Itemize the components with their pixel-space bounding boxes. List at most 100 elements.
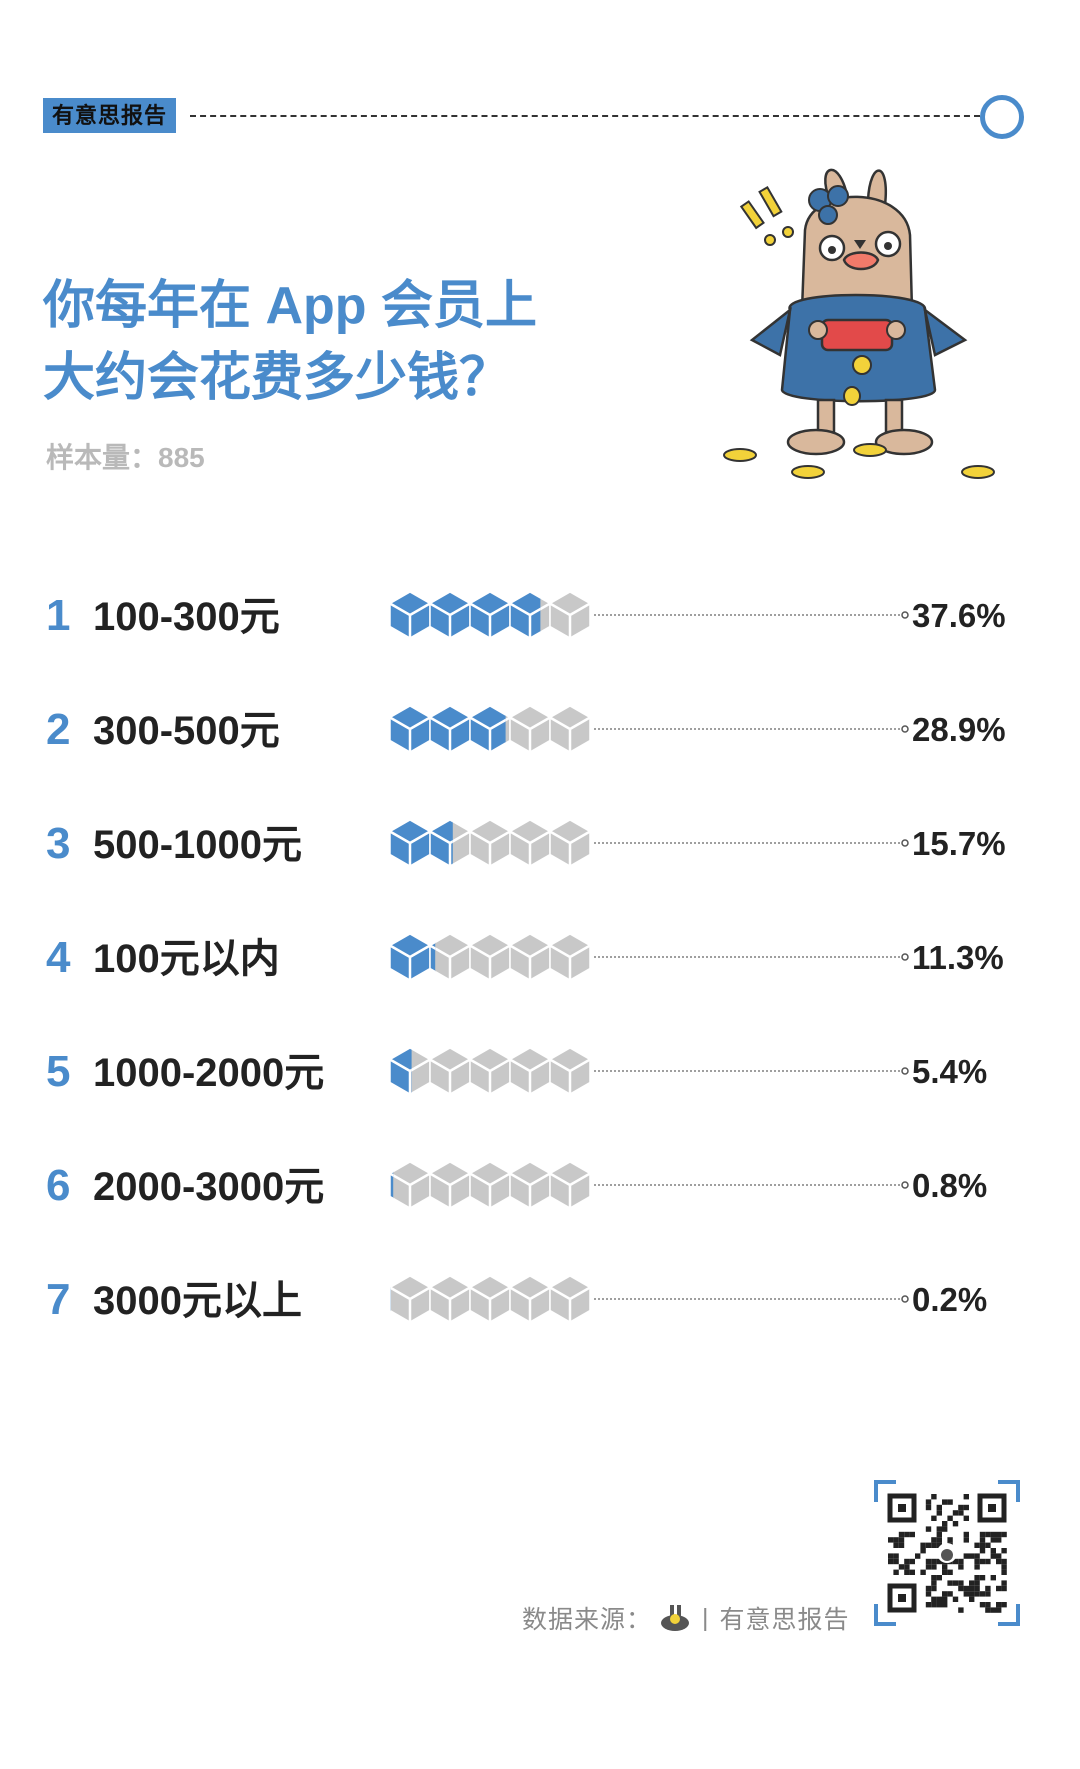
qr-module bbox=[952, 1521, 959, 1527]
leader-dot bbox=[901, 1181, 909, 1189]
qr-module bbox=[996, 1558, 1002, 1565]
cube-icon bbox=[389, 1275, 431, 1323]
category-label: 100-300元 bbox=[93, 595, 280, 639]
qr-module bbox=[985, 1531, 991, 1538]
qr-module bbox=[952, 1580, 959, 1586]
cube-icon bbox=[509, 1161, 551, 1209]
category-label: 3000元以上 bbox=[93, 1279, 302, 1323]
filled-icons bbox=[390, 705, 506, 753]
qr-code-icon[interactable] bbox=[874, 1480, 1020, 1626]
cube-icon bbox=[549, 933, 591, 981]
qr-module bbox=[963, 1537, 969, 1543]
chart-row: 2 300-500元 28.9% bbox=[46, 705, 1006, 754]
chart-row: 6 2000-3000元 0.8% bbox=[46, 1161, 987, 1210]
qr-module bbox=[958, 1504, 964, 1511]
qr-module bbox=[904, 1569, 910, 1575]
leader-dot bbox=[901, 725, 909, 733]
cube-icon bbox=[429, 1161, 471, 1209]
cube-icon bbox=[509, 1275, 551, 1323]
qr-module bbox=[931, 1585, 937, 1592]
qr-module bbox=[963, 1515, 969, 1521]
title-line-2: 大约会花费多少钱？ bbox=[43, 349, 512, 407]
cube-icon bbox=[429, 933, 471, 981]
cube-icon bbox=[469, 1161, 511, 1209]
leader-dot bbox=[901, 1067, 909, 1075]
cube-icon bbox=[389, 1161, 431, 1209]
qr-module bbox=[952, 1596, 959, 1602]
qr-module bbox=[963, 1553, 969, 1559]
qr-module bbox=[942, 1521, 948, 1527]
qr-module bbox=[958, 1558, 964, 1565]
leader-dot bbox=[901, 839, 909, 847]
qr-module bbox=[1001, 1585, 1007, 1592]
cube-icon bbox=[429, 1047, 471, 1095]
qr-module bbox=[909, 1569, 915, 1575]
cube-icon bbox=[509, 591, 541, 639]
qr-module bbox=[893, 1553, 899, 1559]
cube-icon bbox=[549, 1161, 591, 1209]
qr-module bbox=[958, 1510, 964, 1516]
cube-icon bbox=[390, 591, 431, 639]
qr-module bbox=[888, 1553, 894, 1559]
qr-module bbox=[947, 1515, 953, 1521]
qr-module bbox=[942, 1499, 948, 1505]
qr-module bbox=[996, 1553, 1002, 1559]
qr-module bbox=[925, 1499, 932, 1505]
qr-module bbox=[920, 1542, 926, 1548]
qr-code-graphic bbox=[874, 1480, 1020, 1626]
qr-module bbox=[942, 1569, 948, 1575]
qr-module bbox=[969, 1585, 975, 1592]
qr-module bbox=[996, 1607, 1002, 1613]
category-label: 100元以内 bbox=[93, 937, 280, 981]
qr-module bbox=[979, 1602, 986, 1608]
qr-module bbox=[969, 1591, 975, 1597]
qr-module bbox=[931, 1515, 937, 1521]
qr-module bbox=[904, 1564, 910, 1570]
qr-module bbox=[947, 1499, 953, 1505]
qr-module bbox=[974, 1564, 980, 1570]
qr-module bbox=[963, 1494, 969, 1500]
qr-module bbox=[936, 1602, 942, 1608]
qr-module bbox=[931, 1575, 937, 1581]
qr-module bbox=[931, 1602, 937, 1608]
title-line-1: 你每年在 App 会员上 bbox=[43, 277, 537, 335]
header-ring-icon bbox=[980, 95, 1024, 139]
qr-module bbox=[979, 1537, 986, 1543]
sample-size: 样本量：885 bbox=[46, 442, 205, 473]
value-label: 28.9% bbox=[912, 711, 1006, 748]
value-label: 37.6% bbox=[912, 597, 1006, 634]
qr-module bbox=[1001, 1548, 1007, 1554]
qr-module bbox=[974, 1542, 980, 1548]
qr-module bbox=[893, 1537, 899, 1543]
cube-icon bbox=[429, 591, 471, 639]
data-source: 数据来源： | 有意思报告 bbox=[522, 1600, 850, 1636]
qr-module bbox=[974, 1575, 980, 1581]
qr-module bbox=[990, 1531, 996, 1538]
rabbit-mascot-icon bbox=[723, 168, 995, 479]
cube-icon bbox=[390, 1047, 412, 1095]
cube-icon bbox=[549, 1275, 591, 1323]
filled-icons bbox=[390, 819, 453, 867]
qr-module bbox=[931, 1494, 937, 1500]
qr-module bbox=[904, 1531, 910, 1538]
qr-module bbox=[979, 1575, 986, 1581]
qr-module bbox=[925, 1585, 932, 1592]
cube-icon bbox=[469, 933, 511, 981]
qr-module bbox=[1001, 1564, 1007, 1570]
qr-module bbox=[936, 1526, 942, 1532]
qr-module bbox=[893, 1558, 899, 1565]
empty-icons bbox=[389, 1161, 591, 1209]
rabbit-logo-icon bbox=[661, 1605, 690, 1631]
qr-module bbox=[958, 1607, 964, 1613]
coin-icon bbox=[723, 355, 995, 479]
qr-module bbox=[925, 1564, 932, 1570]
qr-module bbox=[969, 1596, 975, 1602]
qr-module bbox=[898, 1542, 905, 1548]
chart-row: 7 3000元以上 0.2% bbox=[46, 1275, 987, 1324]
leader-dot bbox=[901, 953, 909, 961]
cube-icon bbox=[549, 705, 591, 753]
qr-module bbox=[931, 1580, 937, 1586]
empty-icons bbox=[389, 1047, 591, 1095]
qr-module bbox=[936, 1510, 942, 1516]
qr-module bbox=[1001, 1531, 1007, 1538]
